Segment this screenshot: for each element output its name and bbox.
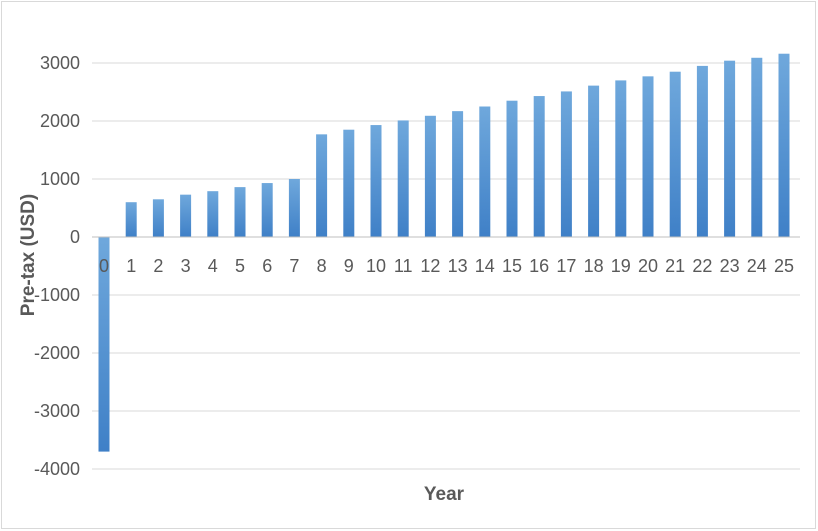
x-tick-label: 7 [289,256,299,276]
x-tick-label: 17 [556,256,576,276]
x-tick-label: 25 [774,256,794,276]
y-tick-label: 3000 [40,53,80,73]
x-tick-label: 8 [317,256,327,276]
y-tick-label: 0 [70,227,80,247]
x-tick-label: 12 [420,256,440,276]
y-tick-label: -4000 [34,459,80,479]
y-tick-label: -2000 [34,343,80,363]
x-tick-labels: 0 1 2 3 4 5 6 7 8 9 10 11 12 13 14 15 16 17 18 19 20 21 22 23 24… [99,256,794,276]
y-tick-label: -3000 [34,401,80,421]
bars [98,53,790,452]
x-tick-label: 19 [611,256,631,276]
y-tick-label: 1000 [40,169,80,189]
bar-year-8 [316,134,328,237]
bar-year-25 [778,53,790,237]
x-tick-label: 11 [394,256,413,276]
x-tick-label: 18 [584,256,604,276]
x-tick-label: 5 [235,256,245,276]
x-tick-label: 13 [448,256,468,276]
y-tick-labels: 3000 2000 1000 0 -1000 -2000 -3000 -4000 [34,53,80,479]
bar-year-7 [288,179,300,237]
x-tick-label: 22 [692,256,712,276]
gridlines [92,62,800,470]
bar-year-24 [751,57,763,237]
bar-year-16 [533,96,545,237]
bar-year-3 [180,194,192,237]
bar-year-9 [343,129,355,237]
x-tick-label: 14 [475,256,495,276]
bar-year-22 [696,65,708,238]
y-tick-label: 2000 [40,111,80,131]
x-tick-label: 23 [720,256,740,276]
bar-year-14 [479,106,491,237]
bar-year-17 [560,91,572,237]
bar-year-13 [452,111,464,237]
x-tick-label: 3 [181,256,191,276]
y-tick-label: -1000 [34,285,80,305]
bar-year-18 [588,85,600,238]
x-axis-title: Year [424,484,465,505]
x-tick-label: 10 [366,256,386,276]
x-tick-label: 6 [262,256,272,276]
bar-year-10 [370,125,382,237]
bar-year-5 [234,187,246,237]
x-tick-label: 4 [208,256,218,276]
bar-year-12 [424,115,436,237]
bar-year-15 [506,100,518,237]
bar-year-6 [261,183,273,237]
x-tick-label: 16 [529,256,549,276]
bar-year-21 [669,71,681,237]
bar-year-23 [724,60,736,238]
x-tick-label: 21 [665,256,685,276]
x-tick-label: 24 [747,256,767,276]
bar-year-11 [397,120,409,237]
bar-year-0 [98,237,110,452]
x-tick-label: 20 [638,256,658,276]
bar-year-2 [152,199,164,237]
y-axis-title: Pre-tax (USD) [18,194,39,316]
bar-year-20 [642,76,654,237]
bar-year-4 [207,191,219,237]
x-tick-label: 2 [153,256,163,276]
x-tick-label: 15 [502,256,522,276]
x-tick-label: 0 [99,256,109,276]
x-tick-label: 1 [126,256,136,276]
x-tick-label: 9 [344,256,354,276]
bar-year-19 [615,80,627,238]
bar-year-1 [125,202,137,237]
